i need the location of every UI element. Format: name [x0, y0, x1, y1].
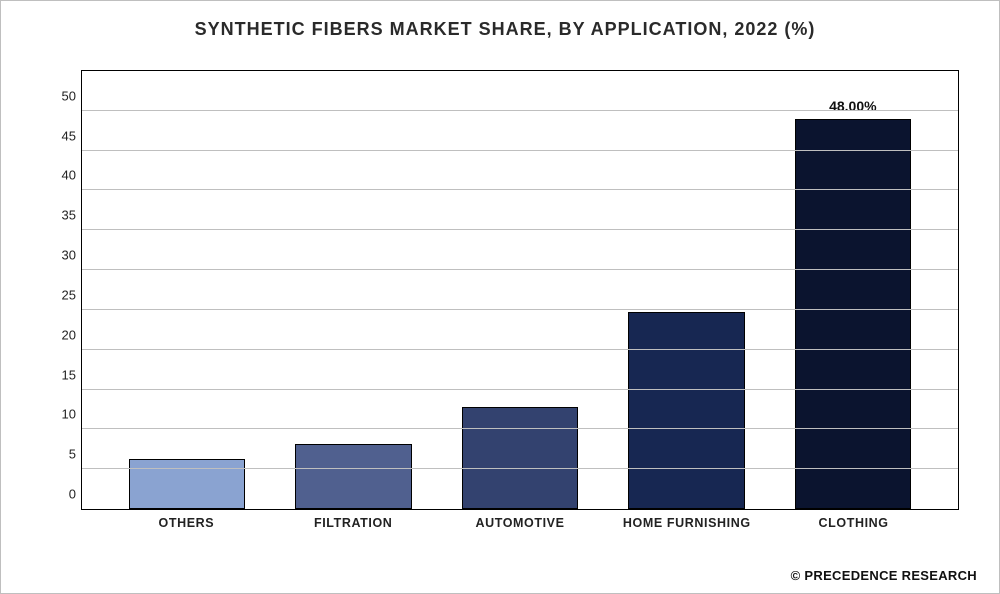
grid-line [82, 349, 958, 350]
x-axis-labels: OthersFiltrationAutomotiveHome Furnishin… [81, 510, 959, 530]
y-tick-label: 35 [48, 208, 76, 223]
bar-slot [270, 71, 436, 509]
chart-container: SYNTHETIC FIBERS MARKET SHARE, BY APPLIC… [0, 0, 1000, 594]
bar-slot [603, 71, 769, 509]
bar-value-label: 48.00% [829, 98, 876, 114]
source-attribution: © PRECEDENCE RESEARCH [791, 568, 977, 583]
grid-line [82, 468, 958, 469]
grid-line [82, 389, 958, 390]
bar [628, 312, 744, 509]
grid-line [82, 428, 958, 429]
bar [462, 407, 578, 509]
y-tick-label: 40 [48, 168, 76, 183]
y-tick-label: 10 [48, 407, 76, 422]
grid-line [82, 229, 958, 230]
x-tick-label: Others [103, 516, 270, 530]
y-tick-label: 15 [48, 367, 76, 382]
y-tick-label: 0 [48, 487, 76, 502]
x-tick-label: Home Furnishing [603, 516, 770, 530]
y-tick-label: 25 [48, 287, 76, 302]
y-tick-label: 30 [48, 248, 76, 263]
y-tick-label: 20 [48, 327, 76, 342]
bars-group: 48.00% [82, 71, 958, 509]
bar-slot [437, 71, 603, 509]
x-tick-label: Filtration [270, 516, 437, 530]
grid-line [82, 309, 958, 310]
x-tick-label: Clothing [770, 516, 937, 530]
bar-slot: 48.00% [770, 71, 936, 509]
bar [129, 459, 245, 509]
grid-line [82, 150, 958, 151]
y-tick-label: 50 [48, 88, 76, 103]
grid-line [82, 110, 958, 111]
grid-line [82, 269, 958, 270]
plot-area: 48.00% 05101520253035404550 [81, 70, 959, 510]
grid-line [82, 189, 958, 190]
bar [295, 444, 411, 509]
y-tick-label: 45 [48, 128, 76, 143]
y-tick-label: 5 [48, 447, 76, 462]
x-tick-label: Automotive [437, 516, 604, 530]
bar-slot [104, 71, 270, 509]
chart-title: SYNTHETIC FIBERS MARKET SHARE, BY APPLIC… [41, 19, 969, 40]
bar: 48.00% [795, 119, 911, 509]
